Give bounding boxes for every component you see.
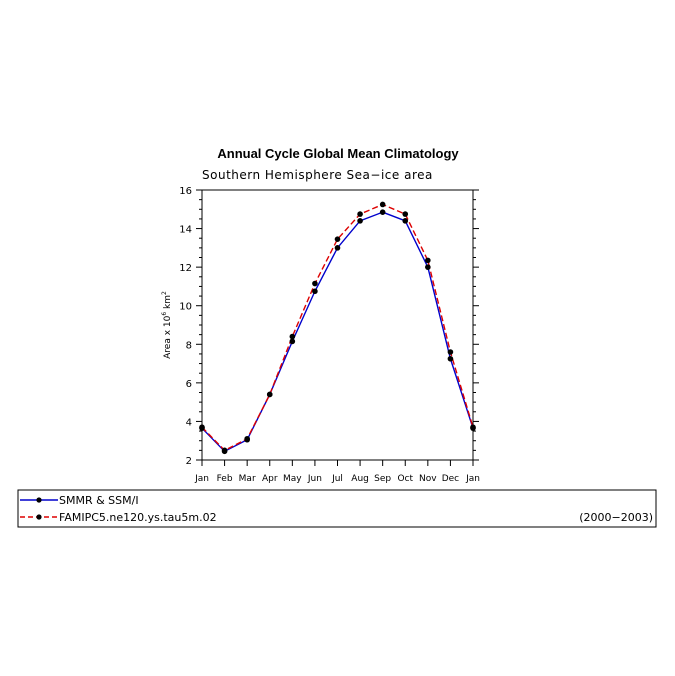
- data-point-s0-7: [357, 218, 363, 224]
- data-point-s0-11: [447, 355, 454, 362]
- x-tick-label: Jul: [331, 474, 343, 484]
- data-point-s1-8: [379, 201, 386, 208]
- y-tick-label: 4: [186, 417, 192, 428]
- data-point-s1-6: [334, 236, 341, 242]
- legend-box: [17, 489, 657, 528]
- plot-frame: [201, 189, 474, 461]
- data-point-s1-12: [470, 424, 476, 431]
- data-point-s1-11: [447, 349, 454, 355]
- data-point-s1-4: [289, 333, 296, 340]
- x-tick-label: Sep: [374, 474, 391, 484]
- y-tick-label: 12: [179, 263, 192, 274]
- y-tick-label: 2: [186, 456, 192, 467]
- data-point-s1-9: [402, 211, 409, 217]
- y-axis-label-prefix: Area x 10: [163, 315, 173, 358]
- data-point-s1-5: [312, 280, 318, 287]
- series-layer: [199, 201, 476, 455]
- x-tick-label: Mar: [239, 474, 256, 484]
- data-point-s0-8: [379, 209, 386, 215]
- legend-marker-smmr: [36, 497, 42, 503]
- y-axis-label-unit: km: [163, 295, 173, 312]
- legend-label-smmr: SMMR & SSM/I: [59, 494, 139, 507]
- x-tick-label: Oct: [397, 474, 413, 484]
- x-tick-label: Nov: [419, 474, 437, 484]
- y-tick-label: 16: [179, 186, 192, 197]
- y-tick-label: 8: [186, 340, 192, 351]
- data-point-s1-7: [357, 211, 363, 217]
- data-point-s0-9: [402, 218, 409, 224]
- data-point-s1-1: [221, 447, 228, 454]
- legend-label-famipc5: FAMIPC5.ne120.ys.tau5m.02: [59, 511, 217, 524]
- y-axis-label: Area x 106 km2: [161, 291, 173, 359]
- legend-entry-famipc5: FAMIPC5.ne120.ys.tau5m.02: [20, 511, 217, 524]
- y-tick-label: 6: [186, 379, 192, 390]
- chart-subtitle: Southern Hemisphere Sea−ice area: [202, 168, 433, 182]
- x-tick-label: Jan: [465, 474, 480, 484]
- y-axis-label-unit-exponent: 2: [161, 291, 168, 295]
- data-point-s1-2: [244, 435, 250, 442]
- legend-marker-famipc5: [36, 514, 42, 520]
- y-axis: 2 4 6 8 10 12 14 16: [179, 186, 479, 467]
- x-tick-label: Feb: [217, 474, 233, 484]
- legend-note: (2000−2003): [579, 511, 653, 524]
- x-tick-label: May: [283, 474, 302, 484]
- chart-title: Annual Cycle Global Mean Climatology: [217, 146, 459, 161]
- x-tick-label: Jan: [194, 474, 209, 484]
- y-axis-label-exponent: 6: [161, 312, 168, 316]
- x-tick-label: Apr: [262, 474, 278, 484]
- legend-entry-smmr: SMMR & SSM/I: [20, 494, 139, 507]
- x-tick-label: Jun: [307, 474, 322, 484]
- data-point-s0-6: [334, 245, 341, 251]
- data-point-s0-5: [312, 288, 318, 295]
- x-tick-label: Dec: [442, 474, 459, 484]
- data-point-s0-4: [289, 338, 296, 345]
- data-point-s0-10: [425, 264, 431, 270]
- data-point-s1-3: [266, 391, 273, 398]
- x-axis: Jan Feb Mar Apr May Jun Jul Aug Sep Oct Nov Dec Jan: [194, 460, 480, 484]
- y-tick-label: 10: [179, 302, 192, 313]
- x-tick-label: Aug: [351, 474, 369, 484]
- data-point-s1-10: [425, 257, 431, 264]
- data-point-s1-0: [199, 424, 205, 431]
- y-tick-label: 14: [179, 225, 192, 236]
